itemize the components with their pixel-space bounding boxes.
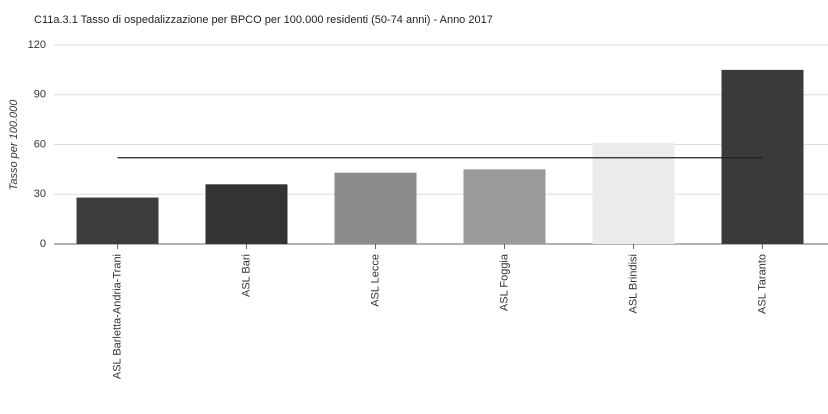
x-tick-label: ASL Lecce <box>369 254 381 307</box>
bar <box>463 169 546 244</box>
y-tick-label: 0 <box>40 238 46 250</box>
chart-title: C11a.3.1 Tasso di ospedalizzazione per B… <box>34 14 493 26</box>
x-tick-label: ASL Barletta-Andria-Trani <box>111 254 123 379</box>
bar <box>721 69 804 244</box>
x-tick-label: ASL Bari <box>240 254 252 297</box>
y-tick-label: 60 <box>34 138 46 150</box>
y-tick-label: 30 <box>34 188 46 200</box>
x-tick-label: ASL Taranto <box>756 254 768 314</box>
bar <box>205 184 288 244</box>
x-tick-label: ASL Foggia <box>498 253 510 311</box>
x-tick-label: ASL Brindisi <box>627 254 639 314</box>
y-tick-label: 90 <box>34 89 46 101</box>
bar <box>592 142 675 244</box>
y-tick-label: 120 <box>28 39 46 51</box>
bar <box>334 172 417 244</box>
bar <box>76 197 159 244</box>
y-axis-label: Tasso per 100.000 <box>8 99 20 191</box>
